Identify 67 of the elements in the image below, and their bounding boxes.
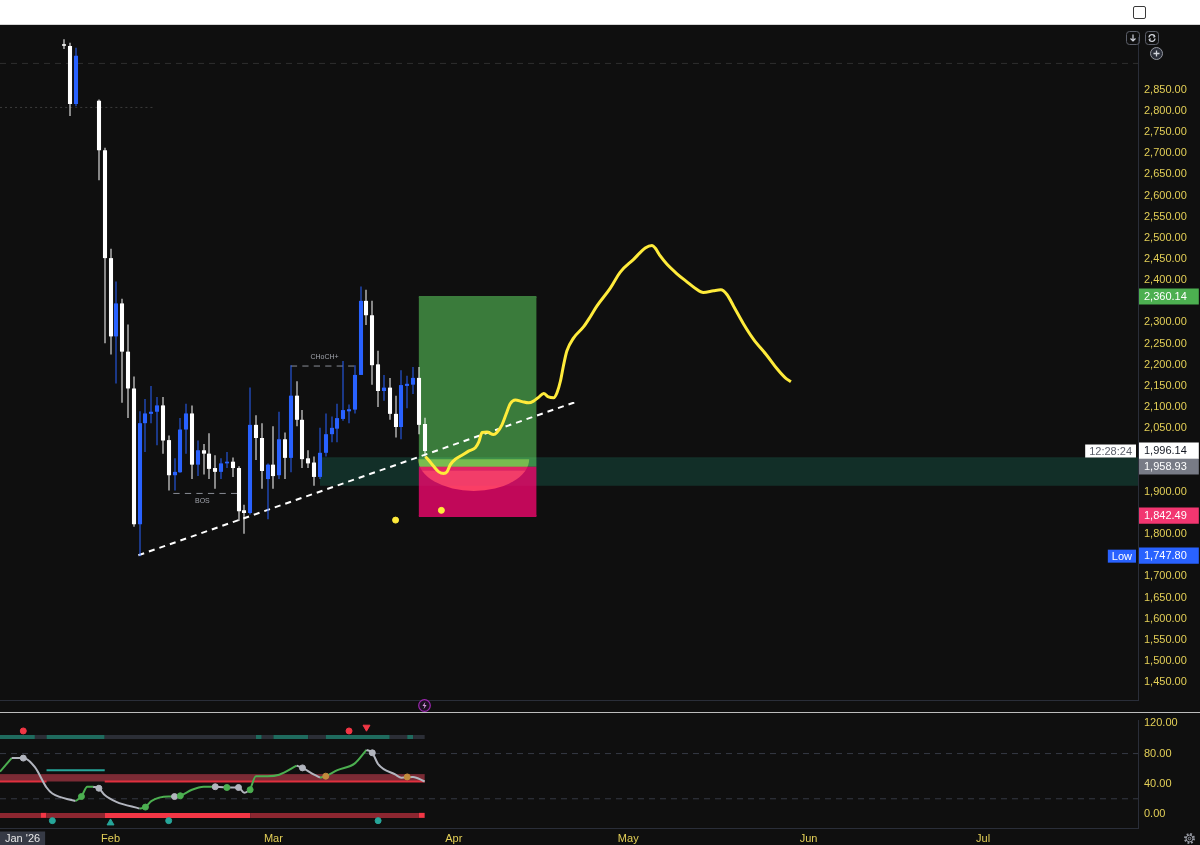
point — [19, 727, 27, 735]
y-tick-label: 2,850.00 — [1144, 82, 1187, 95]
y-tick-label: 2,200.00 — [1144, 357, 1187, 370]
y-tick-label: 2,700.00 — [1144, 146, 1187, 159]
point — [235, 783, 243, 791]
y-tick-label: 1,842.49 — [1144, 509, 1187, 522]
x-tick-label: Jul — [976, 831, 991, 844]
annotation: Low — [1111, 549, 1133, 562]
point — [368, 749, 376, 757]
x-tick-label: Apr — [445, 831, 463, 844]
y-tick-label: 1,747.80 — [1144, 549, 1187, 562]
text: Jan '26 — [5, 831, 41, 844]
y-tick-label: 1,900.00 — [1144, 484, 1187, 497]
point — [171, 793, 179, 801]
y-tick-label: 0.00 — [1144, 806, 1166, 819]
line-series — [423, 243, 793, 476]
y-tick-label: 2,100.00 — [1144, 400, 1187, 413]
y-tick-label: 2,550.00 — [1144, 209, 1187, 222]
y-tick-label: 2,450.00 — [1144, 251, 1187, 264]
y-tick-label: 2,800.00 — [1144, 103, 1187, 116]
y-tick-label: 1,550.00 — [1144, 632, 1187, 645]
y-tick-label: 120.00 — [1144, 716, 1178, 729]
candlestick — [212, 455, 218, 489]
point — [246, 786, 254, 794]
point — [211, 783, 219, 791]
y-tick-label: 1,600.00 — [1144, 611, 1187, 624]
point — [176, 792, 184, 800]
x-tick-label: May — [617, 831, 640, 844]
y-tick-label: 80.00 — [1144, 746, 1172, 759]
y-tick-label: 2,650.00 — [1144, 167, 1187, 180]
y-tick-label: 2,150.00 — [1144, 378, 1187, 391]
point — [223, 783, 231, 791]
line-series — [295, 764, 321, 779]
point — [345, 727, 353, 735]
y-tick-label: 1,650.00 — [1144, 590, 1187, 603]
line-series — [365, 748, 426, 783]
point — [403, 773, 411, 781]
y-tick-label: 1,958.93 — [1144, 459, 1187, 472]
y-tick-label: 40.00 — [1144, 776, 1172, 789]
point — [362, 724, 371, 732]
y-tick-label: 2,750.00 — [1144, 125, 1187, 138]
y-tick-label: 2,600.00 — [1144, 188, 1187, 201]
y-tick-label: 1,996.14 — [1144, 444, 1187, 457]
point — [374, 817, 382, 825]
x-tick-label: Jun — [799, 831, 818, 844]
y-tick-label: 1,800.00 — [1144, 527, 1187, 540]
point — [95, 784, 103, 792]
annotation: 12:28:24 — [1089, 444, 1133, 457]
point — [322, 772, 330, 780]
y-tick-label: 2,300.00 — [1144, 315, 1187, 328]
y-tick-label: 2,400.00 — [1144, 273, 1187, 286]
y-tick-label: 2,500.00 — [1144, 230, 1187, 243]
point — [141, 803, 149, 811]
y-tick-label: 2,250.00 — [1144, 336, 1187, 349]
line-series — [92, 785, 141, 810]
point — [165, 817, 173, 825]
y-tick-label: 1,450.00 — [1144, 675, 1187, 688]
y-tick-label: 1,500.00 — [1144, 654, 1187, 667]
point — [48, 817, 56, 825]
x-tick-label: Feb — [101, 831, 121, 844]
point — [19, 754, 27, 762]
y-tick-label: 2,360.14 — [1144, 290, 1187, 303]
point — [299, 764, 306, 772]
x-tick-label: Mar — [263, 831, 284, 844]
y-tick-label: 1,700.00 — [1144, 569, 1187, 582]
y-tick-label: 2,050.00 — [1144, 421, 1187, 434]
point — [106, 818, 115, 826]
